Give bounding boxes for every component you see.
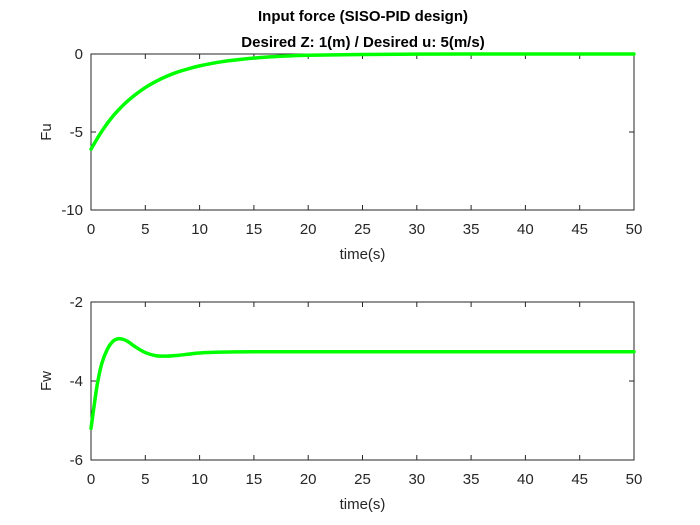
x-axis-label: time(s)	[340, 496, 386, 513]
x-tick-label: 50	[626, 221, 643, 238]
x-tick-label: 5	[141, 471, 149, 488]
x-tick-label: 40	[517, 221, 534, 238]
plots-container: 0 5 10 15 20 25 30 35 40 45 50 -10 -5 0 time(s) Fu 0 5 10 1…	[38, 46, 642, 513]
x-tick-label: 20	[300, 221, 317, 238]
subplot-fu: 0 5 10 15 20 25 30 35 40 45 50 -10 -5 0 time(s) Fu	[38, 46, 642, 263]
x-axis-label: time(s)	[340, 246, 386, 263]
figure-title-line2: Desired Z: 1(m) / Desired u: 5(m/s)	[241, 34, 484, 51]
x-tick-label: 15	[246, 471, 263, 488]
y-tick-label: 0	[75, 46, 83, 63]
y-tick-label: -5	[70, 124, 83, 141]
y-tick-label: -10	[61, 202, 83, 219]
x-tick-label: 50	[626, 471, 643, 488]
x-tick-label: 35	[463, 471, 480, 488]
x-tick-label: 20	[300, 471, 317, 488]
x-tick-label: 10	[191, 221, 208, 238]
x-tick-label: 45	[571, 471, 588, 488]
subplot-fw: 0 5 10 15 20 25 30 35 40 45 50 -6 -4 -2 time(s) Fw	[38, 294, 642, 513]
figure-title-line1: Input force (SISO-PID design)	[258, 8, 468, 25]
y-tick-label: -2	[70, 294, 83, 311]
series-line-fw	[89, 336, 636, 431]
plot-area	[90, 53, 635, 211]
x-tick-label: 0	[87, 471, 95, 488]
x-tick-label: 45	[571, 221, 588, 238]
series-line-fu	[89, 52, 636, 151]
x-tick-label: 5	[141, 221, 149, 238]
y-tick-label: -4	[70, 373, 83, 390]
x-tick-label: 10	[191, 471, 208, 488]
x-tick-label: 15	[246, 221, 263, 238]
x-tick-label: 0	[87, 221, 95, 238]
x-tick-label: 30	[408, 471, 425, 488]
y-tick-label: -6	[70, 452, 83, 469]
y-axis-label: Fw	[38, 371, 55, 391]
x-tick-label: 25	[354, 221, 371, 238]
x-tick-label: 30	[408, 221, 425, 238]
x-tick-label: 35	[463, 221, 480, 238]
y-axis-label: Fu	[38, 123, 55, 141]
x-tick-label: 25	[354, 471, 371, 488]
plot-area	[90, 301, 635, 461]
x-tick-label: 40	[517, 471, 534, 488]
